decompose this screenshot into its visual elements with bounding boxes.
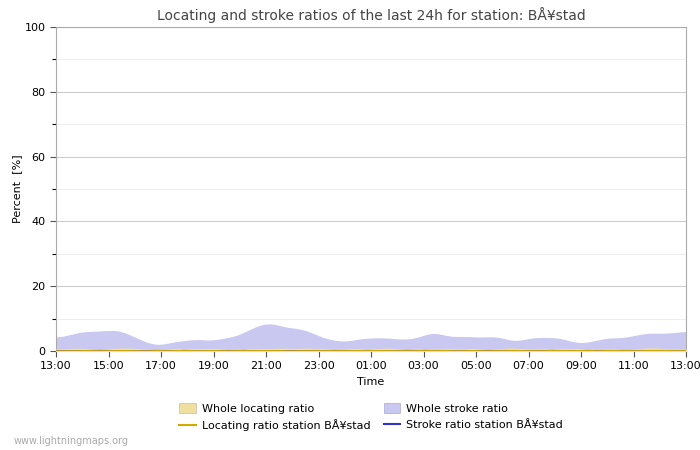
- Text: www.lightningmaps.org: www.lightningmaps.org: [14, 436, 129, 446]
- Title: Locating and stroke ratios of the last 24h for station: BÅ¥stad: Locating and stroke ratios of the last 2…: [157, 7, 585, 23]
- Y-axis label: Percent  [%]: Percent [%]: [12, 155, 22, 223]
- Legend: Whole locating ratio, Locating ratio station BÅ¥stad, Whole stroke ratio, Stroke: Whole locating ratio, Locating ratio sta…: [175, 399, 567, 436]
- X-axis label: Time: Time: [358, 377, 384, 387]
